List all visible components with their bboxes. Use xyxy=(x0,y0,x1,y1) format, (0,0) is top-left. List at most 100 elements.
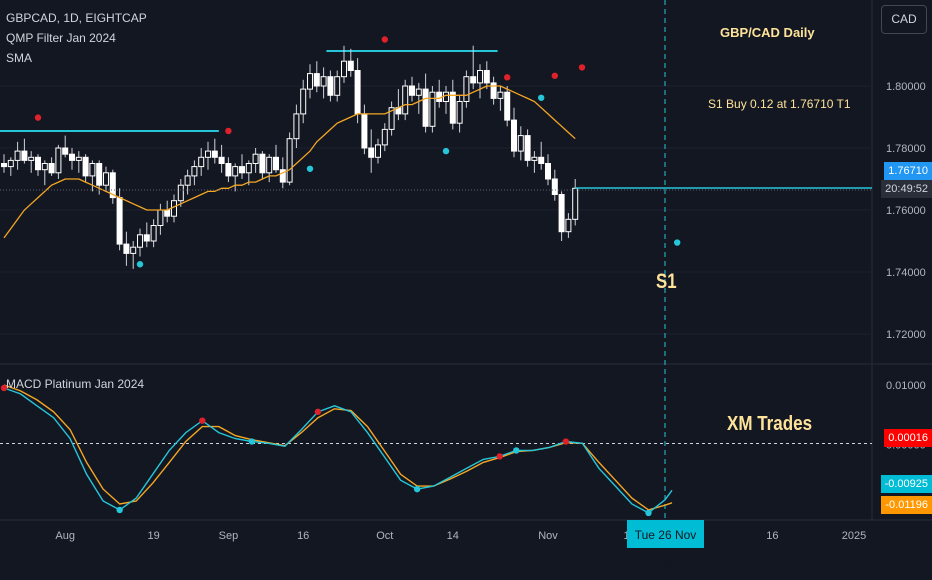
indicator-legend-qmp[interactable]: QMP Filter Jan 2024 xyxy=(6,31,116,45)
indicator-legend-sma[interactable]: SMA xyxy=(6,51,33,65)
signal-dot-red xyxy=(551,72,558,79)
candle-up xyxy=(375,144,381,158)
symbol-legend[interactable]: GBPCAD, 1D, EIGHTCAP xyxy=(6,11,147,25)
brand-annotation: XM Trades xyxy=(727,413,813,435)
candle-up xyxy=(7,159,14,168)
macd-cross-dot-cyan xyxy=(645,509,652,517)
candle-up xyxy=(232,166,239,177)
chart-title-annotation: GBP/CAD Daily xyxy=(720,25,815,40)
candle-down xyxy=(225,163,232,177)
candle-down xyxy=(109,172,116,199)
candle-up xyxy=(177,184,184,202)
candle-up xyxy=(130,246,137,254)
candle-down xyxy=(259,153,266,174)
candle-down xyxy=(504,91,511,121)
candle-up xyxy=(429,91,436,127)
candle-up xyxy=(497,91,504,99)
macd-cross-dot-red xyxy=(199,417,206,424)
candle-up xyxy=(293,113,300,140)
macd-cross-dot-red xyxy=(496,453,503,460)
macd-cross-dot-cyan xyxy=(116,506,123,514)
candle-up xyxy=(320,76,327,87)
candle-up xyxy=(245,163,252,174)
signal-dot-cyan xyxy=(136,261,144,268)
candle-up xyxy=(463,76,470,102)
candle-up xyxy=(341,60,347,78)
candle-down xyxy=(1,163,7,168)
currency-button[interactable]: CAD xyxy=(881,5,927,34)
candle-up xyxy=(137,234,143,248)
macd-line-extension xyxy=(664,489,673,501)
countdown-tag: 20:49:52 xyxy=(881,180,932,198)
candle-down xyxy=(551,178,558,195)
candle-up xyxy=(572,187,579,220)
signal-line-tag: -0.01196 xyxy=(881,496,932,514)
candle-up xyxy=(184,175,191,186)
candle-down xyxy=(62,147,69,155)
candle-down xyxy=(211,150,218,158)
candle-up xyxy=(103,172,109,186)
price-tick-label: 1.74000 xyxy=(886,267,926,279)
candle-up xyxy=(171,200,177,217)
macd-legend[interactable]: MACD Platinum Jan 2024 xyxy=(6,377,145,391)
price-tick-label: 1.72000 xyxy=(886,329,926,341)
candle-down xyxy=(327,76,334,96)
time-tick-label: 14 xyxy=(447,530,459,542)
time-tick-label: Aug xyxy=(55,530,75,542)
candle-up xyxy=(307,73,313,90)
candle-down xyxy=(48,163,55,174)
candle-up xyxy=(334,76,341,96)
candle-down xyxy=(558,194,565,233)
signal-dot-red xyxy=(381,36,388,43)
candle-up xyxy=(205,150,211,158)
candle-up xyxy=(531,156,538,161)
time-tick-label: 16 xyxy=(297,530,309,542)
candle-down xyxy=(82,156,89,177)
candle-down xyxy=(21,150,28,161)
candle-down xyxy=(490,82,497,99)
candle-down xyxy=(123,243,130,254)
candle-down xyxy=(524,135,531,161)
candle-up xyxy=(75,156,82,161)
signal-dot-cyan xyxy=(442,147,450,155)
candle-down xyxy=(511,119,517,152)
candle-down xyxy=(143,234,150,242)
candle-up xyxy=(565,218,572,233)
signal-line-extension xyxy=(664,502,673,506)
candle-up xyxy=(198,156,205,168)
time-tick-label: Nov xyxy=(538,530,558,542)
macd-line-tag: -0.00925 xyxy=(880,475,932,493)
candle-up xyxy=(300,88,307,115)
candle-up xyxy=(402,85,409,115)
candle-down xyxy=(545,163,551,180)
candle-up xyxy=(89,163,96,177)
candle-up xyxy=(286,138,293,183)
time-tick-label: Sep xyxy=(219,530,239,542)
candle-up xyxy=(157,209,164,226)
candle-down xyxy=(313,73,320,87)
candle-down xyxy=(279,169,286,183)
time-tick-label: 2025 xyxy=(842,530,866,542)
price-tick-label: 1.78000 xyxy=(886,143,926,155)
candle-down xyxy=(354,70,361,115)
signal-dot-cyan xyxy=(674,239,681,246)
candle-down xyxy=(368,147,375,158)
candle-down xyxy=(96,163,103,186)
candle-down xyxy=(538,156,545,165)
signal-dot-cyan xyxy=(306,165,314,172)
signal-dot-red xyxy=(225,127,232,135)
candle-up xyxy=(415,88,422,96)
time-tick-label: 16 xyxy=(766,530,778,542)
price-chart[interactable]: 1.80000 1.78000 1.76000 1.74000 1.72000 0.010… xyxy=(0,0,932,550)
candle-up xyxy=(252,153,259,164)
s1-label: S1 xyxy=(656,270,677,293)
macd-cross-dot-cyan xyxy=(413,485,421,493)
candle-down xyxy=(239,166,245,174)
signal-dot-red xyxy=(504,74,511,81)
macd-cross-dot-cyan xyxy=(248,438,256,445)
candle-down xyxy=(449,91,456,124)
candle-down xyxy=(361,113,368,149)
candle-down xyxy=(436,91,443,102)
last-price-tag: 1.76710 xyxy=(884,162,932,180)
candle-up xyxy=(381,128,388,146)
